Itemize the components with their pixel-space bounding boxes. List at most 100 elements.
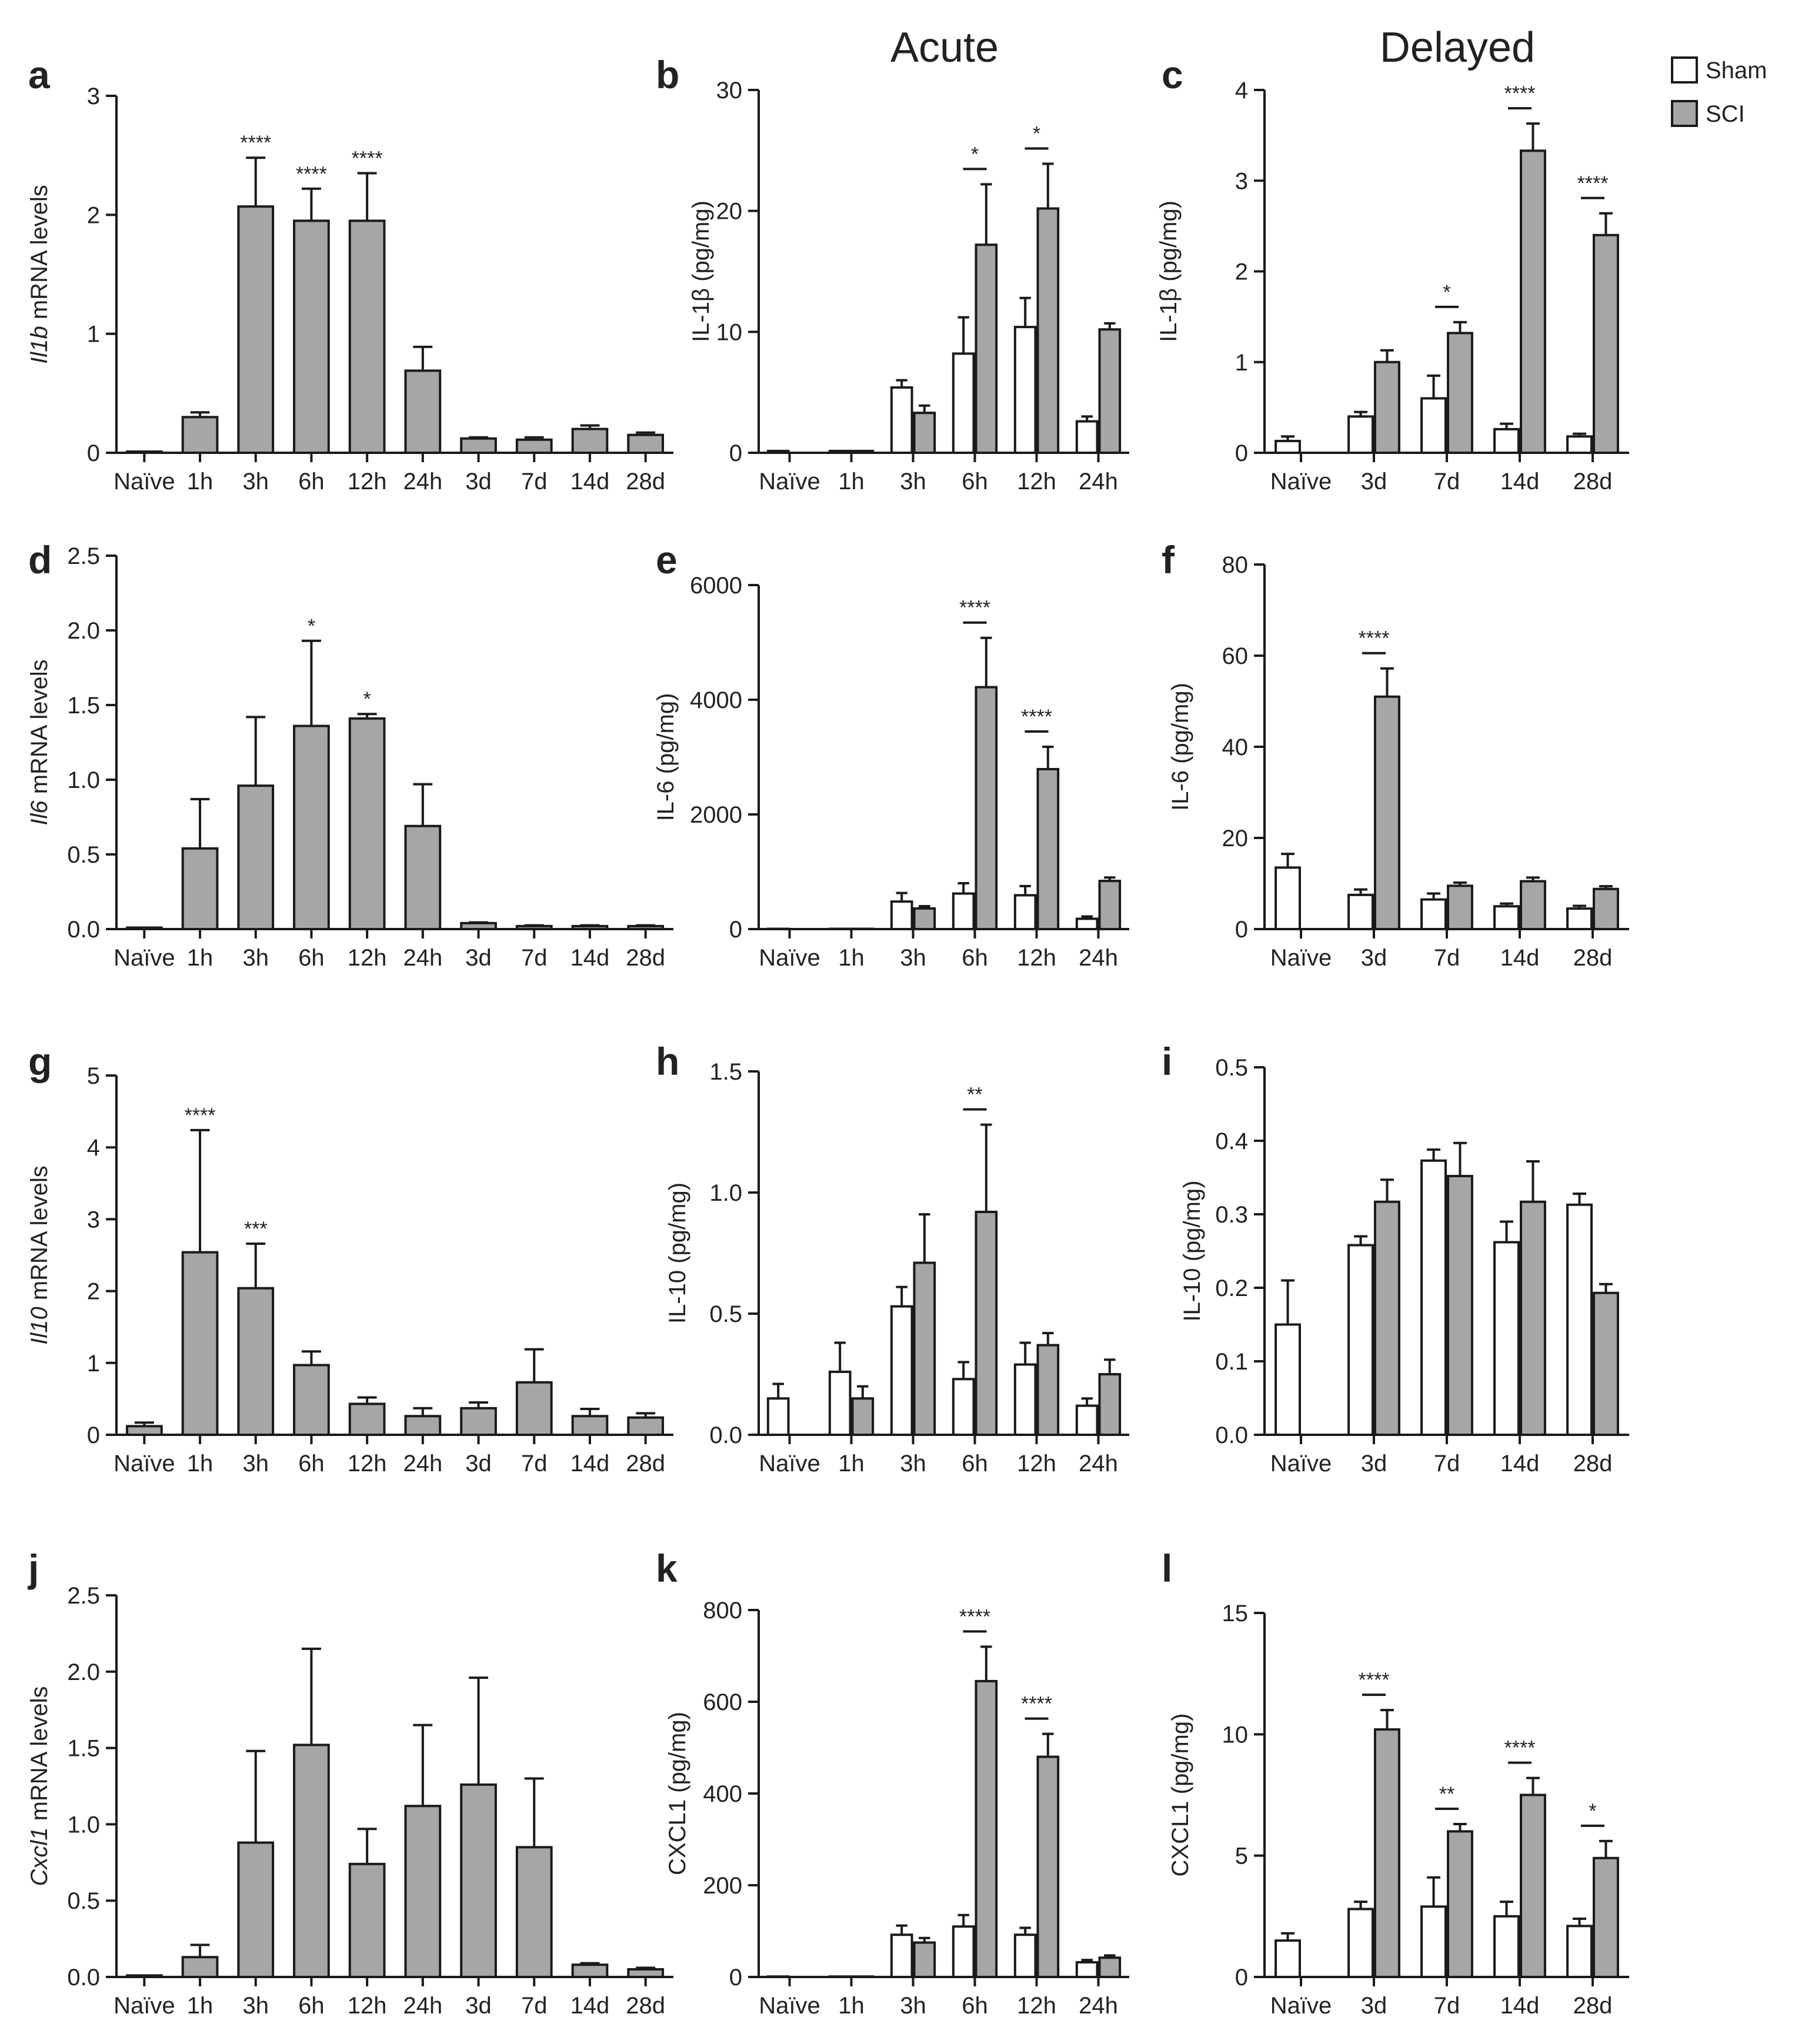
y-tick-label: 0.5: [67, 842, 100, 868]
y-tick-label: 0: [1235, 917, 1248, 943]
y-tick-label: 3: [1235, 168, 1248, 194]
x-tick-label: 14d: [1500, 1993, 1540, 2019]
bar-sci: [851, 1975, 875, 1978]
y-tick-label: 600: [703, 1689, 742, 1715]
y-tick-label: 15: [1222, 1601, 1249, 1626]
significance-marker: *: [971, 143, 979, 165]
significance-marker: ****: [959, 597, 990, 619]
bar-sham: [1493, 427, 1520, 455]
x-tick-label: 3h: [243, 469, 269, 495]
x-tick-label: 7d: [1434, 1993, 1460, 2019]
panel-label-k: k: [656, 1547, 678, 1590]
x-tick-label: 3h: [900, 1993, 926, 2019]
x-tick-label: 3d: [465, 1451, 492, 1477]
panel-c: c 0 1 2 3 4 IL-1β (pg/mg) Naïve 3d 7d * 14d **** 28d *…: [1156, 53, 1629, 495]
y-axis-label: IL-10 (pg/mg): [665, 1183, 690, 1324]
bar-sci: [181, 1956, 219, 1978]
bar-sci: [515, 438, 553, 455]
bar-sci: [125, 1974, 163, 1979]
bar-sci: [293, 724, 330, 931]
y-axis-label: Cxcl1 mRNA levels: [26, 1686, 52, 1886]
x-tick-label: Naïve: [759, 469, 820, 495]
x-tick-label: 1h: [187, 1993, 213, 2019]
legend-swatch-sci: [1671, 100, 1698, 127]
bar-sham: [890, 1305, 913, 1436]
x-tick-label: 7d: [521, 1451, 548, 1477]
bar-sci: [1447, 884, 1473, 930]
y-tick-label: 20: [716, 199, 743, 225]
y-axis-label: CXCL1 (pg/mg): [1167, 1714, 1193, 1877]
bar-sham: [766, 1397, 790, 1436]
y-tick-label: 0: [87, 1422, 100, 1448]
panel-label-e: e: [656, 538, 678, 582]
panel-i: i 0.0 0.1 0.2 0.3 0.4 0.5 IL-10 (pg/mg) Naïve 3d 7…: [1162, 1040, 1629, 1477]
y-tick-label: 60: [1222, 643, 1249, 669]
y-tick-label: 0: [1235, 1965, 1248, 1990]
bar-sci: [1374, 695, 1400, 930]
bar-sham: [1075, 917, 1099, 930]
bar-sci: [975, 243, 998, 454]
bar-sci: [460, 921, 497, 930]
y-tick-label: 0.4: [1215, 1128, 1248, 1154]
bar-sci: [125, 1425, 163, 1436]
y-axis-label-gene: Il1b: [26, 326, 52, 364]
x-tick-label: 6h: [298, 1451, 325, 1477]
bar-sham: [828, 927, 852, 931]
y-tick-label: 6000: [690, 573, 742, 599]
bar-sci: [851, 1397, 875, 1436]
bar-sci: [293, 1364, 330, 1437]
bar-sham: [766, 1975, 790, 1978]
y-tick-label: 0: [729, 1965, 742, 1990]
bar-sham: [1274, 1323, 1302, 1436]
y-tick-label: 1.5: [709, 1059, 742, 1085]
y-tick-label: 3: [87, 84, 100, 109]
x-tick-label: 1h: [187, 945, 213, 971]
bar-sham: [1347, 1908, 1374, 1979]
bar-sham: [952, 352, 975, 454]
bar-sham: [1075, 420, 1099, 455]
bar-sci: [571, 1415, 609, 1437]
bar-sci: [293, 1744, 330, 1978]
x-tick-label: Naïve: [759, 945, 820, 971]
y-axis-label: Il1b mRNA levels: [26, 185, 52, 364]
x-tick-label: 3h: [243, 1993, 269, 2019]
bar-sham: [1347, 1244, 1374, 1436]
y-tick-label: 2000: [690, 802, 742, 828]
x-tick-label: 3h: [900, 1451, 926, 1477]
x-tick-label: 6h: [962, 945, 988, 971]
x-tick-label: 12h: [1017, 1451, 1056, 1477]
bar-sci: [181, 1251, 219, 1437]
significance-marker: *: [1443, 281, 1450, 303]
bar-sham: [1013, 326, 1037, 455]
x-tick-label: 12h: [1017, 469, 1056, 495]
bar-sci: [1447, 1175, 1473, 1436]
y-tick-label: 3: [87, 1207, 100, 1233]
x-tick-label: 7d: [521, 1993, 548, 2019]
significance-marker: ****: [1577, 172, 1609, 195]
bar-sci: [1520, 1793, 1546, 1978]
y-tick-label: 1.5: [67, 1736, 100, 1762]
panel-j: j 0.0 0.5 1.0 1.5 2.0 2.5 Cxcl1 mRNA levels Naïv…: [26, 1547, 673, 2019]
y-axis-label-unit: mRNA levels: [26, 1165, 52, 1307]
y-tick-label: 5: [1235, 1843, 1248, 1869]
y-tick-label: 2.5: [67, 1583, 100, 1609]
bar-sci: [237, 205, 275, 454]
x-tick-label: 14d: [1500, 945, 1540, 971]
y-tick-label: 4: [1235, 78, 1248, 103]
bar-sci: [1036, 1344, 1060, 1437]
y-tick-label: 4: [87, 1135, 100, 1161]
bar-sci: [515, 1381, 553, 1436]
y-tick-label: 1: [87, 1351, 100, 1377]
y-tick-label: 2.0: [67, 1659, 100, 1685]
x-tick-label: 14d: [1500, 1451, 1540, 1477]
panel-d: d 0.0 0.5 1.0 1.5 2.0 2.5 Il6 mRNA levels Naïve 1…: [26, 538, 673, 971]
bar-sham: [828, 1370, 852, 1436]
significance-marker: ****: [296, 163, 327, 185]
significance-marker: ***: [244, 1218, 268, 1240]
x-tick-label: 7d: [1434, 1451, 1460, 1477]
y-tick-label: 0: [729, 440, 742, 466]
bar-sci: [627, 1416, 665, 1437]
bar-sci: [460, 1407, 497, 1436]
bar-sci: [1520, 1200, 1546, 1436]
